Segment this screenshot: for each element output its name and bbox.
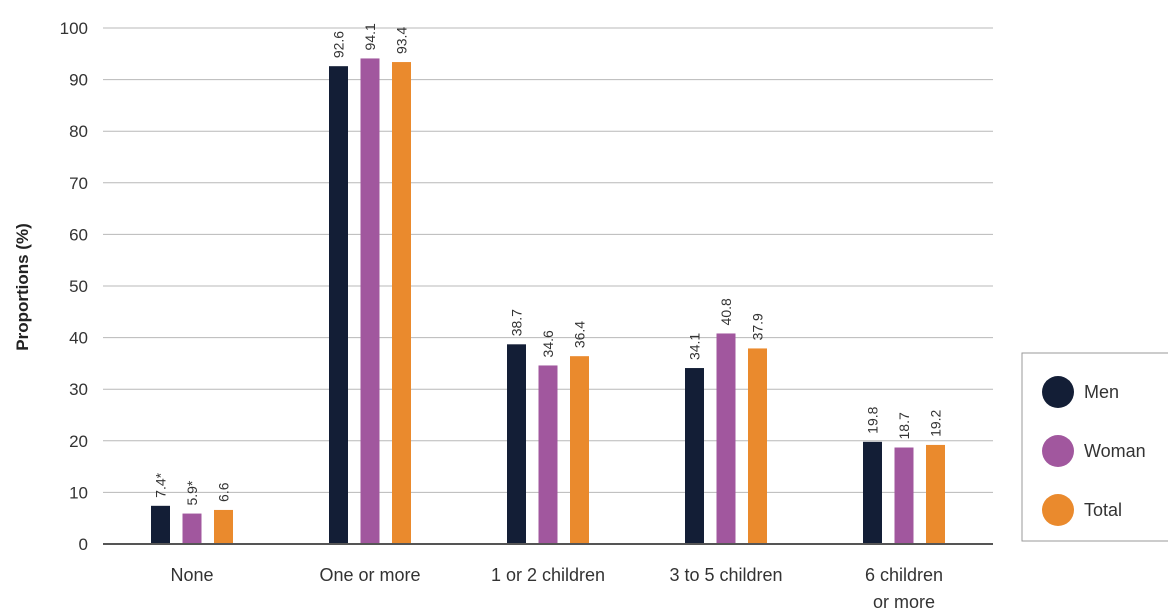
data-label: 36.4: [572, 321, 588, 348]
y-axis-ticks: 0 10 20 30 40 50 60 70 80 90 100: [60, 19, 88, 554]
x-category-label: One or more: [319, 565, 420, 585]
gridlines: [103, 27, 993, 493]
data-label: 92.6: [331, 31, 347, 58]
x-category-label: or more: [873, 592, 935, 609]
x-axis-categories: None One or more 1 or 2 children 3 to 5 chi…: [170, 565, 943, 609]
x-category-label: 3 to 5 children: [669, 565, 782, 585]
bar-total: [214, 509, 233, 544]
y-axis-label: Proportions (%): [13, 223, 32, 351]
bar-total: [392, 62, 411, 544]
y-tick-label: 80: [69, 122, 88, 141]
y-tick-label: 70: [69, 174, 88, 193]
data-label: 18.7: [896, 412, 912, 439]
data-label: 38.7: [509, 309, 525, 336]
data-label: 34.1: [687, 333, 703, 360]
y-tick-label: 90: [69, 71, 88, 90]
legend-label: Men: [1084, 382, 1119, 402]
bars: [151, 58, 945, 545]
bar-men: [507, 344, 526, 544]
bar-men: [151, 505, 170, 544]
legend-label: Woman: [1084, 441, 1146, 461]
data-label: 37.9: [750, 313, 766, 340]
y-tick-label: 50: [69, 277, 88, 296]
bar-woman: [360, 58, 380, 544]
legend-swatch-total: [1042, 494, 1074, 526]
bar-woman: [538, 365, 558, 544]
bar-total: [926, 444, 945, 544]
bar-woman: [182, 513, 202, 544]
data-label: 34.6: [540, 330, 556, 357]
y-tick-label: 30: [69, 380, 88, 399]
x-category-label: 6 children: [865, 565, 943, 585]
data-label: 6.6: [216, 482, 232, 502]
bar-men: [863, 441, 882, 544]
data-label: 93.4: [394, 27, 410, 54]
data-label: 94.1: [362, 23, 378, 50]
x-category-label: None: [170, 565, 213, 585]
data-label: 19.8: [865, 406, 881, 433]
y-tick-label: 0: [79, 535, 88, 554]
y-tick-label: 40: [69, 329, 88, 348]
y-tick-label: 20: [69, 432, 88, 451]
data-label: 5.9*: [184, 480, 200, 505]
data-label: 7.4*: [153, 472, 169, 497]
bar-total: [748, 348, 767, 544]
bar-men: [685, 368, 704, 544]
legend-swatch-woman: [1042, 435, 1074, 467]
legend: Men Woman Total: [1021, 352, 1168, 542]
bar-men: [329, 66, 348, 545]
y-tick-label: 10: [69, 483, 88, 502]
x-category-label: 1 or 2 children: [491, 565, 605, 585]
data-labels: 7.4* 5.9* 6.6 92.6 94.1 93.4 38.7 34.6 36.4 34.1 4…: [153, 23, 944, 506]
legend-label: Total: [1084, 500, 1122, 520]
y-tick-label: 60: [69, 225, 88, 244]
bar-woman: [716, 333, 736, 544]
bar-total: [570, 356, 589, 544]
y-tick-label: 100: [60, 19, 88, 38]
bar-woman: [894, 447, 914, 544]
data-label: 40.8: [718, 298, 734, 325]
legend-swatch-men: [1042, 376, 1074, 408]
data-label: 19.2: [928, 409, 944, 436]
